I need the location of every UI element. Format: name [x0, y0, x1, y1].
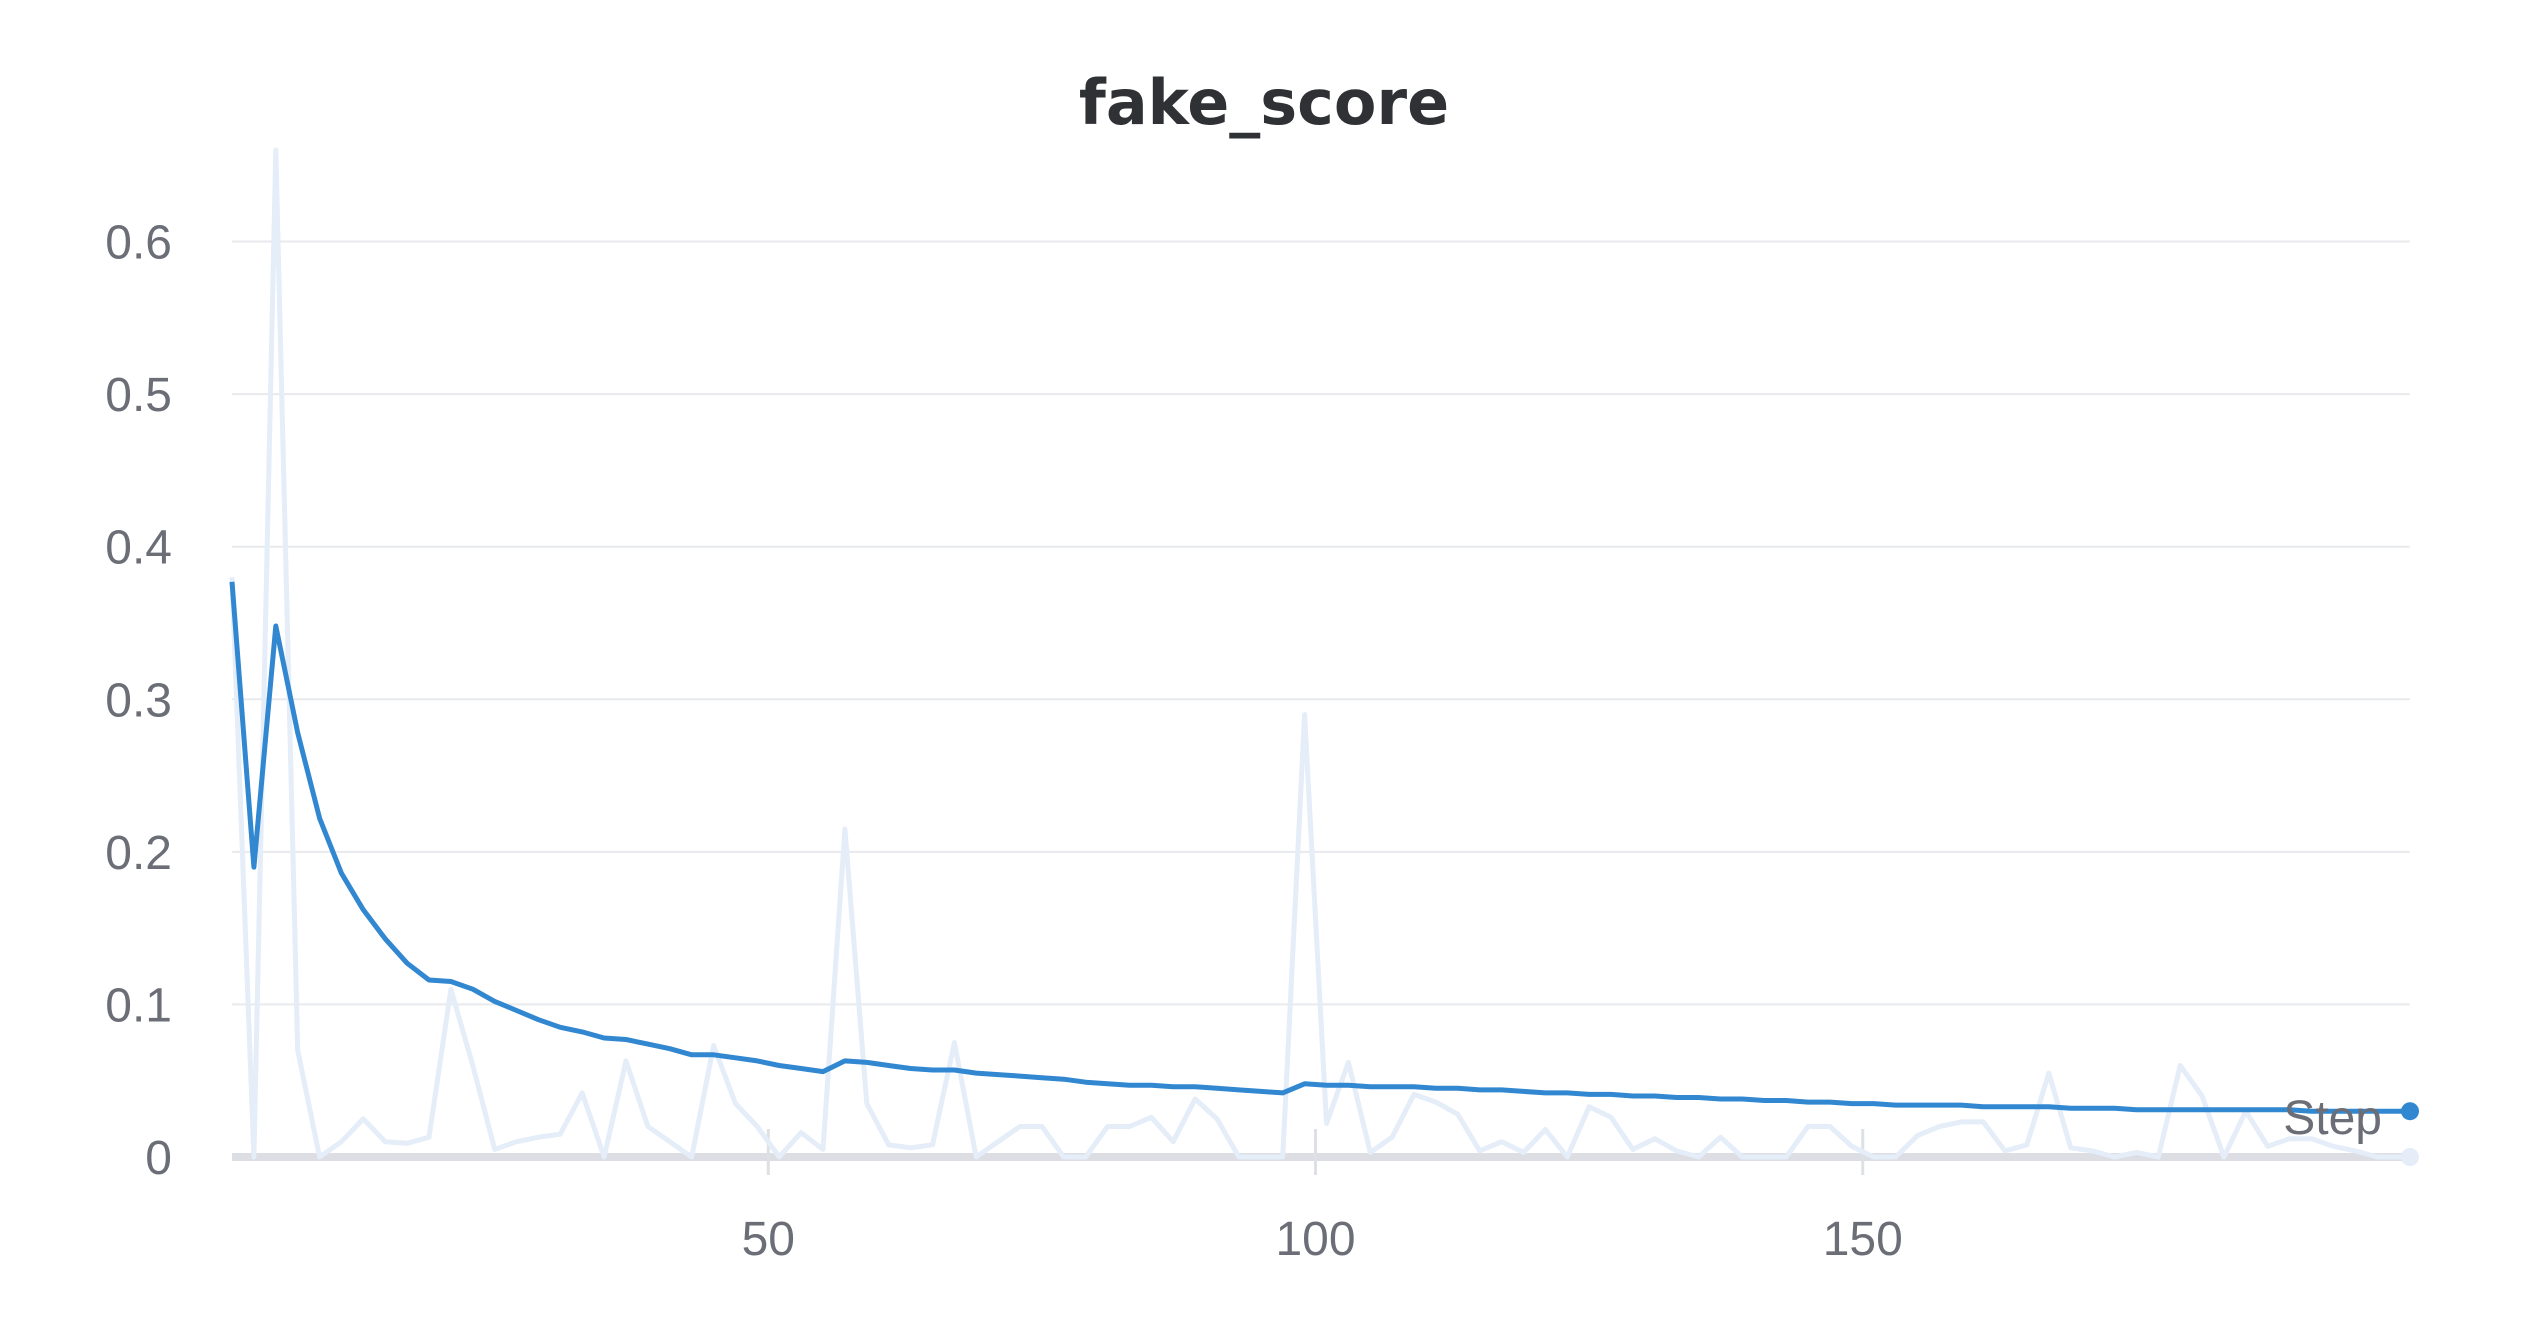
- y-tick-label: 0.3: [105, 674, 172, 727]
- y-tick-label: 0.4: [105, 522, 172, 575]
- marker-layer: [2401, 1102, 2419, 1166]
- grid-layer: [232, 242, 2410, 1005]
- chart-title: fake_score: [1079, 66, 1449, 139]
- raw-series-line: [232, 150, 2410, 1157]
- y-tick-label: 0.6: [105, 217, 172, 270]
- x-axis-label: Step: [2283, 1092, 2382, 1145]
- x-tick-label: 150: [1823, 1213, 1903, 1266]
- x-tick-label: 100: [1275, 1213, 1355, 1266]
- y-tick-label: 0: [145, 1132, 172, 1185]
- smoothed-series-end-marker: [2401, 1102, 2419, 1120]
- y-tick-label: 0.2: [105, 827, 172, 880]
- series-layer: [232, 150, 2410, 1157]
- y-tick-label: 0.5: [105, 369, 172, 422]
- y-tick-label: 0.1: [105, 979, 172, 1032]
- x-tick-label: 50: [742, 1213, 795, 1266]
- raw-series-end-marker: [2401, 1148, 2419, 1166]
